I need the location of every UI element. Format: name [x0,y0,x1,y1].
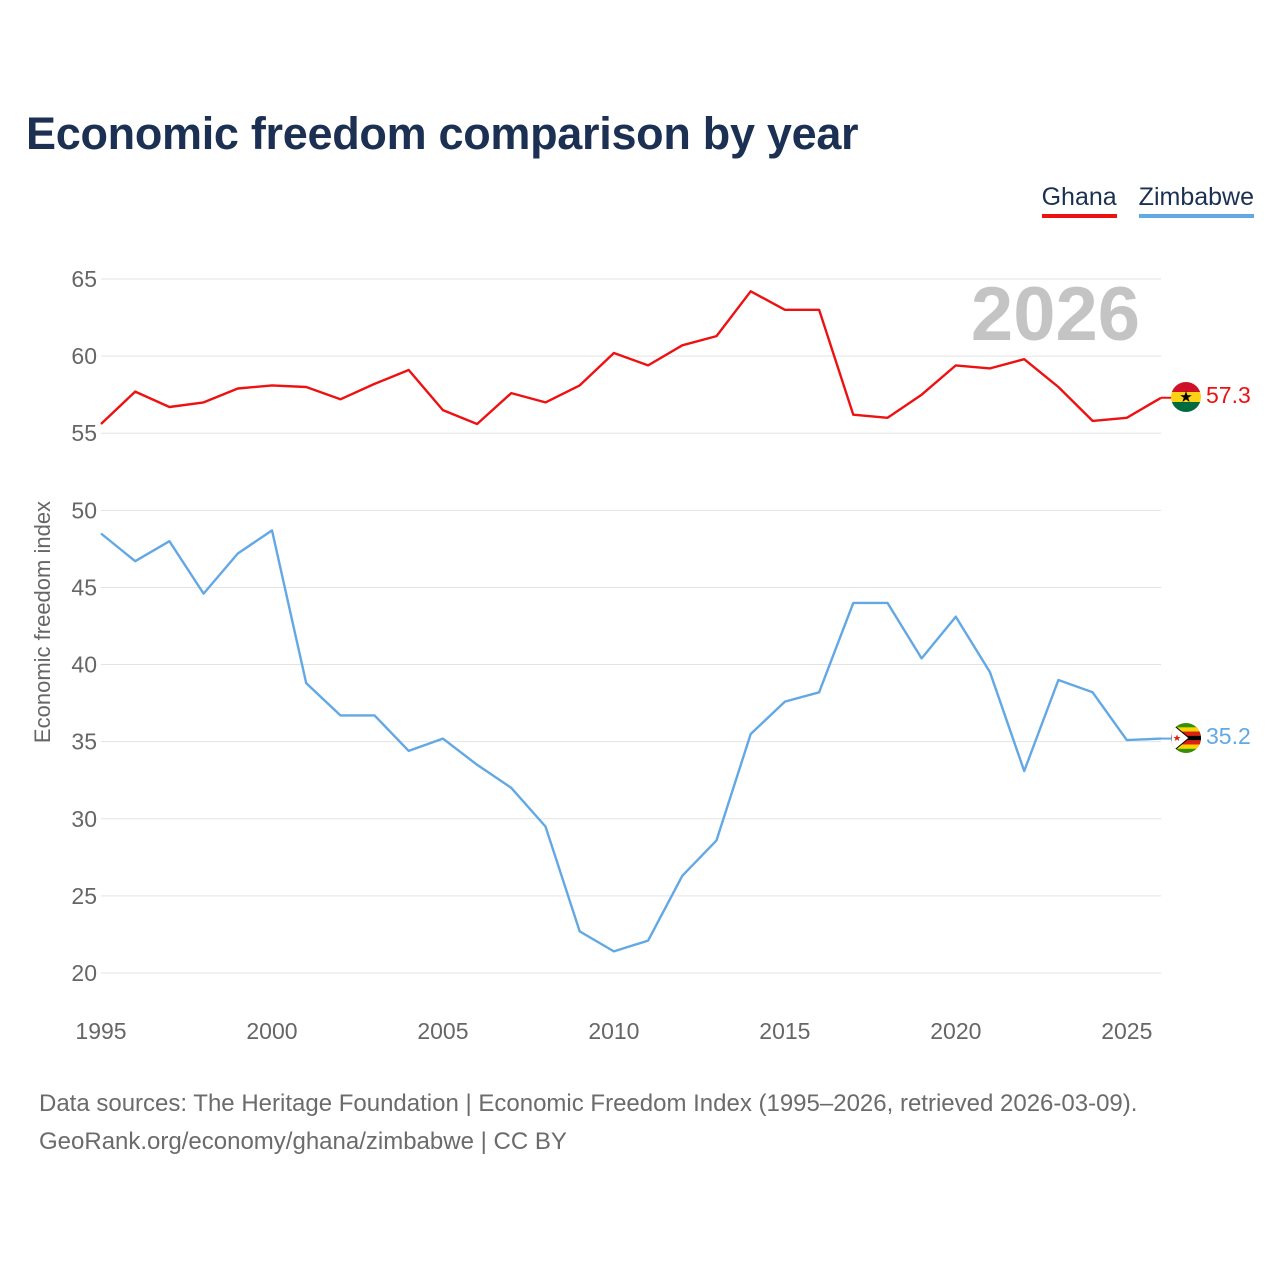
y-tick-label: 50 [71,497,97,523]
y-tick-label: 25 [71,883,97,909]
legend-item-ghana[interactable]: Ghana [1041,183,1117,218]
legend: Ghana Zimbabwe [1041,183,1254,218]
year-watermark: 2026 [971,272,1140,357]
legend-item-zimbabwe[interactable]: Zimbabwe [1138,183,1254,218]
y-axis-title: Economic freedom index [30,501,55,743]
y-tick-label: 55 [71,420,97,446]
x-tick-label: 2025 [1101,1018,1152,1044]
x-tick-label: 2015 [759,1018,810,1044]
y-tick-label: 35 [71,729,97,755]
data-source-text: Data sources: The Heritage Foundation | … [39,1090,1138,1117]
ghana-end-label: 57.3 [1206,382,1251,408]
footer: Data sources: The Heritage Foundation | … [39,1085,1137,1161]
series-line-ghana[interactable] [100,290,1162,426]
grid-lines [101,278,1161,974]
x-tick-label: 2010 [588,1018,639,1044]
y-tick-label: 20 [71,960,97,986]
y-tick-label: 40 [71,652,97,678]
y-tick-label: 60 [71,343,97,369]
ghana-flag-icon [1171,382,1201,412]
x-tick-label: 2005 [417,1018,468,1044]
series-line-zimbabwe[interactable] [100,529,1162,953]
credit-text: GeoRank.org/economy/ghana/zimbabwe | CC … [39,1128,567,1155]
x-tick-label: 1995 [75,1018,126,1044]
series-lines [100,290,1172,953]
zimbabwe-flag-icon [1171,723,1201,753]
y-axis-ticks: 20 25 30 35 40 45 50 55 60 65 [71,266,97,986]
x-axis-ticks: 1995 2000 2005 2010 2015 2020 2025 [75,1018,1152,1044]
y-tick-label: 30 [71,806,97,832]
x-tick-label: 2000 [246,1018,297,1044]
y-tick-label: 65 [71,266,97,292]
chart-title: Economic freedom comparison by year [26,108,859,159]
x-tick-label: 2020 [930,1018,981,1044]
y-tick-label: 45 [71,574,97,600]
zimbabwe-end-label: 35.2 [1206,723,1251,749]
